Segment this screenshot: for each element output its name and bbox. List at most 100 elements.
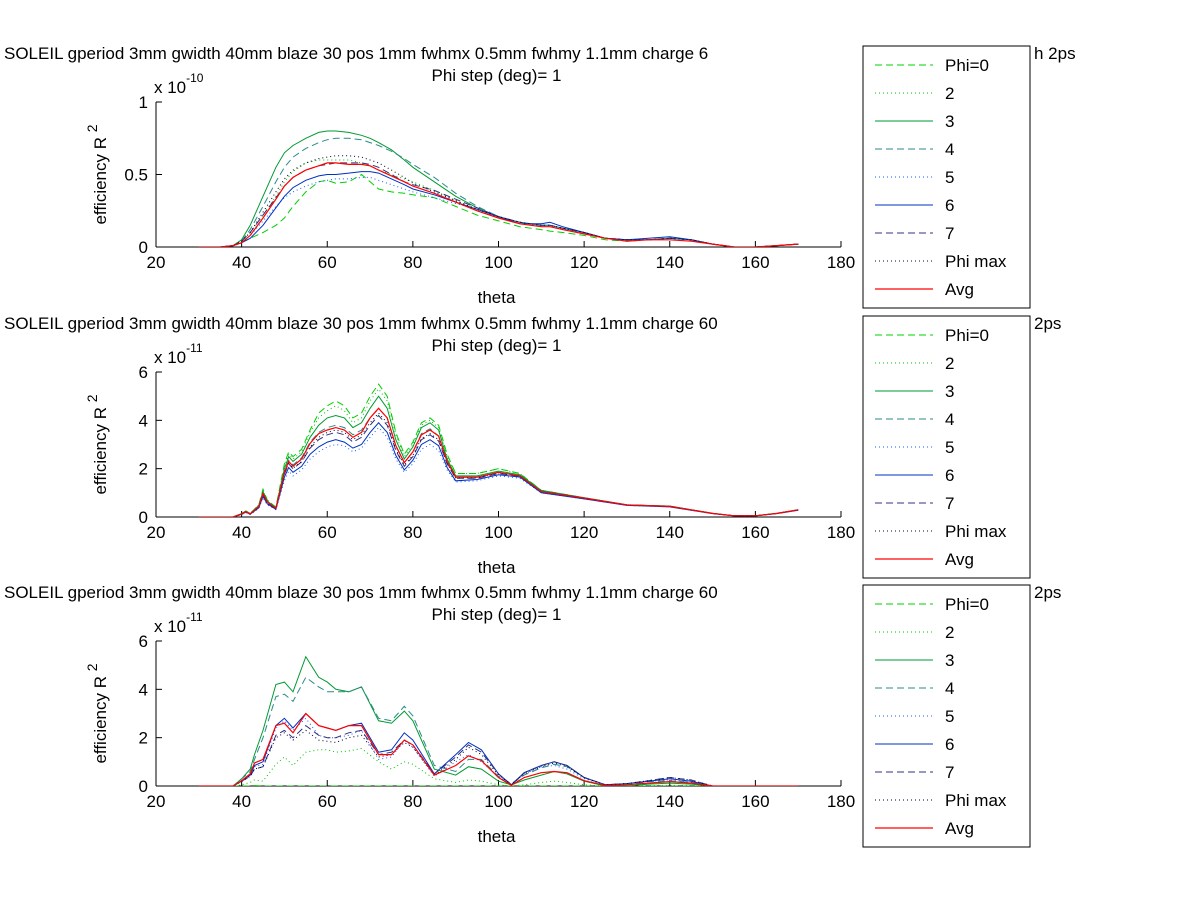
y-tick-label: 0.5 — [124, 166, 148, 185]
chart-title: SOLEIL gperiod 3mm gwidth 40mm blaze 30 … — [4, 583, 718, 602]
legend-label: 3 — [945, 382, 954, 401]
x-tick-label: 100 — [484, 253, 512, 272]
x-tick-label: 160 — [741, 523, 769, 542]
series-line-1 — [198, 383, 799, 517]
x-tick-label: 80 — [403, 523, 422, 542]
series-line-2 — [198, 159, 799, 247]
legend: Phi=0 2 3 4 5 6 7 Phi max Avg — [862, 45, 1031, 309]
series-line-2 — [198, 747, 799, 786]
legend-label: 5 — [945, 168, 954, 187]
series-line-4 — [198, 676, 799, 786]
legend-label: Phi max — [945, 791, 1007, 810]
legend-label: 6 — [945, 196, 954, 215]
x-tick-label: 140 — [656, 253, 684, 272]
legend-label: Avg — [945, 550, 974, 569]
legend-label: 5 — [945, 707, 954, 726]
series-line-3 — [198, 395, 799, 517]
x-tick-label: 80 — [403, 253, 422, 272]
series-group — [198, 655, 799, 786]
x-tick-label: 40 — [232, 792, 251, 811]
chart-panel-3: SOLEIL gperiod 3mm gwidth 40mm blaze 30 … — [4, 583, 1061, 848]
y-axis-label: efficiency R 2 — [84, 394, 110, 494]
x-tick-label: 40 — [232, 523, 251, 542]
legend-label: 2 — [945, 84, 954, 103]
legend: Phi=0 2 3 4 5 6 7 Phi max Avg — [862, 315, 1031, 579]
legend-label: Phi max — [945, 252, 1007, 271]
y-exponent-base: x 10 — [154, 78, 186, 97]
y-axis-label-superscript: 2 — [84, 663, 100, 671]
x-tick-label: 40 — [232, 253, 251, 272]
legend-box — [862, 315, 1031, 579]
legend-label: 3 — [945, 651, 954, 670]
series-line-8 — [198, 155, 799, 247]
x-tick-label: 120 — [570, 253, 598, 272]
legend-label: Phi=0 — [945, 595, 989, 614]
x-axis-label: theta — [478, 827, 516, 846]
x-tick-label: 60 — [318, 792, 337, 811]
legend-label: 2 — [945, 354, 954, 373]
legend-label: Phi=0 — [945, 326, 989, 345]
chart-title-tail: h 2ps — [1034, 44, 1076, 63]
series-line-3 — [198, 655, 799, 786]
y-tick-label: 1 — [139, 93, 148, 112]
y-tick-label: 4 — [139, 680, 148, 699]
series-line-7 — [198, 414, 799, 517]
x-tick-label: 120 — [570, 792, 598, 811]
legend-label: Avg — [945, 819, 974, 838]
chart-panel-1: SOLEIL gperiod 3mm gwidth 40mm blaze 30 … — [4, 44, 1076, 309]
y-tick-label: 0 — [139, 238, 148, 257]
x-tick-label: 180 — [827, 253, 855, 272]
y-tick-label: 6 — [139, 632, 148, 651]
legend-label: 3 — [945, 112, 954, 131]
y-axis-label-superscript: 2 — [84, 124, 100, 132]
series-line-6 — [198, 712, 799, 786]
y-tick-label: 4 — [139, 411, 148, 430]
y-exponent-power: -11 — [186, 341, 203, 355]
series-line-1 — [198, 173, 799, 247]
x-tick-label: 120 — [570, 523, 598, 542]
x-tick-label: 20 — [147, 523, 166, 542]
legend: Phi=0 2 3 4 5 6 7 Phi max Avg — [862, 584, 1031, 848]
legend-label: 6 — [945, 735, 954, 754]
chart-title: SOLEIL gperiod 3mm gwidth 40mm blaze 30 … — [4, 44, 708, 63]
y-axis-label-text: efficiency R — [91, 402, 110, 494]
legend-label: 2 — [945, 623, 954, 642]
x-tick-label: 160 — [741, 792, 769, 811]
series-group — [198, 130, 799, 247]
x-tick-label: 100 — [484, 792, 512, 811]
y-exponent-power: -10 — [186, 71, 204, 85]
chart-title-tail: 2ps — [1034, 583, 1061, 602]
y-axis-label: efficiency R 2 — [84, 124, 110, 224]
x-tick-label: 180 — [827, 792, 855, 811]
x-axis-label: theta — [478, 288, 516, 307]
legend-label: Avg — [945, 280, 974, 299]
y-exponent-label: x 10-11 — [154, 341, 203, 367]
chart-subtitle: Phi step (deg)= 1 — [432, 66, 562, 85]
y-exponent-power: -11 — [186, 610, 203, 624]
x-tick-label: 20 — [147, 253, 166, 272]
series-line-7 — [198, 162, 799, 247]
y-tick-label: 2 — [139, 729, 148, 748]
y-tick-label: 0 — [139, 508, 148, 527]
legend-label: Phi=0 — [945, 56, 989, 75]
y-tick-label: 0 — [139, 777, 148, 796]
x-tick-label: 20 — [147, 792, 166, 811]
legend-box — [862, 45, 1031, 309]
y-tick-label: 2 — [139, 460, 148, 479]
series-line-8 — [198, 412, 799, 517]
x-tick-label: 160 — [741, 253, 769, 272]
y-exponent-base: x 10 — [154, 348, 186, 367]
series-line-9 — [198, 407, 799, 517]
y-exponent-label: x 10-11 — [154, 610, 203, 636]
series-line-8 — [198, 729, 799, 786]
legend-label: 4 — [945, 410, 954, 429]
chart-title-tail: 2ps — [1034, 314, 1061, 333]
chart-title: SOLEIL gperiod 3mm gwidth 40mm blaze 30 … — [4, 314, 718, 333]
series-line-6 — [198, 422, 799, 517]
x-tick-label: 180 — [827, 523, 855, 542]
legend-box — [862, 584, 1031, 848]
y-exponent-label: x 10-10 — [154, 71, 204, 97]
legend-label: 4 — [945, 679, 954, 698]
legend-label: 7 — [945, 763, 954, 782]
y-tick-label: 6 — [139, 363, 148, 382]
